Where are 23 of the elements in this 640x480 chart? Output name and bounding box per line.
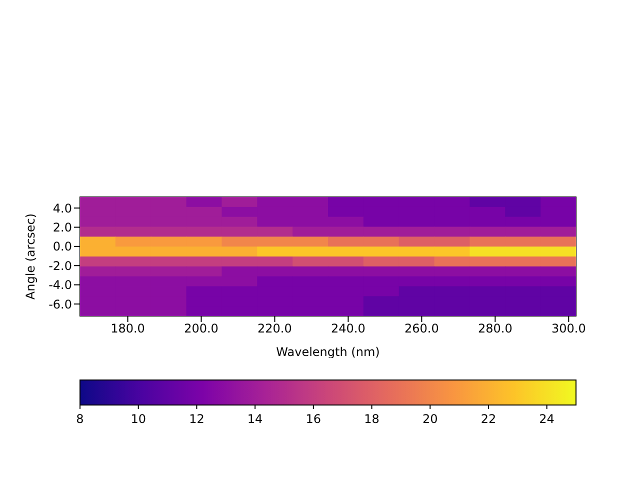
color-bar-label: 14: [247, 412, 263, 426]
color-bar-label: 24: [539, 412, 554, 426]
color-bar-label: 12: [189, 412, 204, 426]
x-tick-label: 300.0: [551, 322, 586, 336]
x-tick-label: 240.0: [331, 322, 366, 336]
x-tick-label: 220.0: [258, 322, 292, 336]
color-bar-label: 20: [422, 412, 438, 426]
y-tick-label: 2.0: [52, 220, 72, 234]
x-tick-label: 280.0: [478, 322, 512, 336]
x-tick-label: 200.0: [184, 322, 218, 336]
color-bar-label: 8: [76, 412, 84, 426]
x-tick-label: 260.0: [404, 322, 439, 336]
color-bar-label: 16: [306, 412, 322, 426]
y-axis-title: Angle (arcsec): [23, 213, 38, 300]
y-tick-label: -6.0: [48, 297, 72, 312]
y-tick-label: 4.0: [52, 201, 72, 216]
y-tick-label: -2.0: [48, 258, 72, 273]
y-tick-label: -4.0: [48, 278, 72, 292]
y-tick-label: 0.0: [52, 240, 72, 254]
color-bar-label: 10: [130, 412, 146, 426]
x-tick-label: 180.0: [110, 322, 145, 336]
color-bar-label: 18: [364, 412, 380, 426]
color-bar-label: 22: [480, 412, 496, 426]
